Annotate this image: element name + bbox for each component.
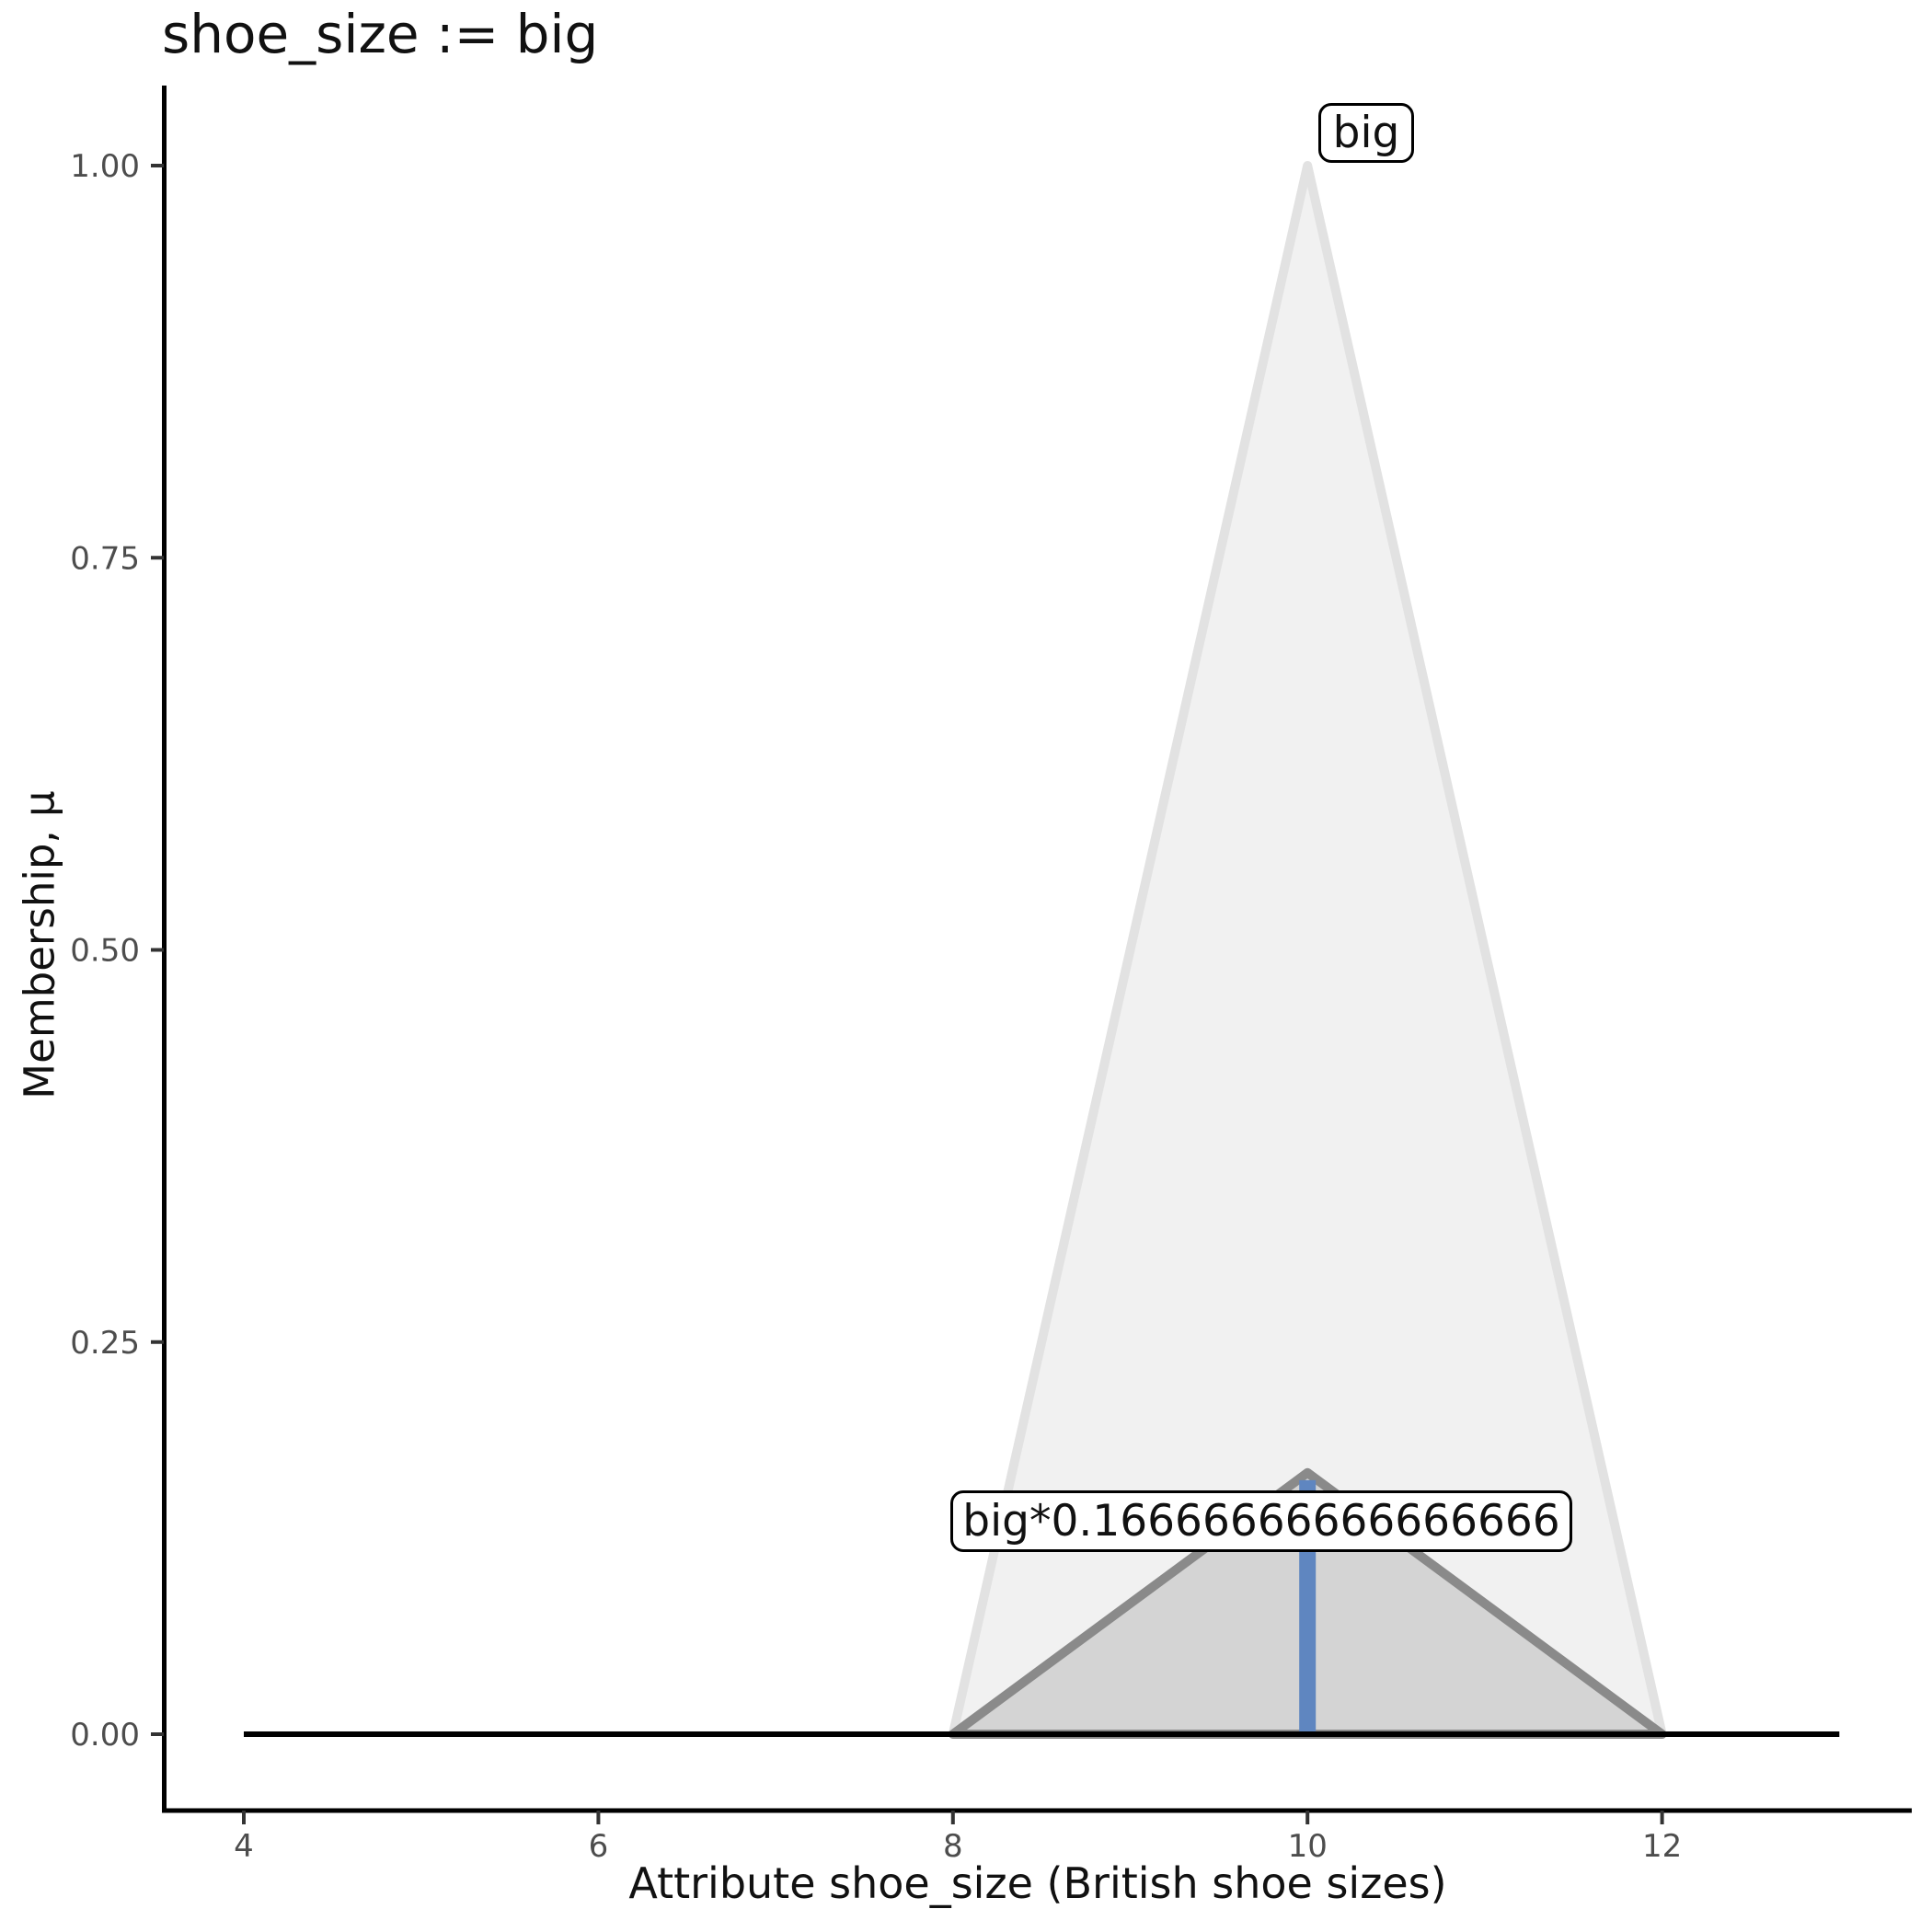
y-tick-label: 1.00 — [70, 148, 140, 185]
scaled-label-box: big*0.16666666666666666 — [950, 1490, 1572, 1552]
x-axis-ticks: 4 6 8 10 12 — [234, 1811, 1682, 1865]
x-tick-label: 12 — [1642, 1828, 1682, 1865]
x-tick-label: 10 — [1288, 1828, 1328, 1865]
peak-label-text: big — [1332, 108, 1400, 158]
y-axis-ticks: 0.00 0.25 0.50 0.75 1.00 — [70, 148, 164, 1754]
y-tick-label: 0.50 — [70, 933, 140, 970]
x-axis-label: Attribute shoe_size (British shoe sizes) — [628, 1858, 1447, 1908]
y-axis-label: Membership, μ — [15, 790, 64, 1099]
y-tick-label: 0.75 — [70, 540, 140, 577]
scaled-label-text: big*0.16666666666666666 — [962, 1496, 1560, 1547]
x-tick-label: 4 — [234, 1828, 254, 1865]
y-tick-label: 0.00 — [70, 1717, 140, 1754]
chart-title: shoe_size := big — [162, 3, 599, 65]
y-tick-label: 0.25 — [70, 1325, 140, 1362]
x-tick-label: 6 — [589, 1828, 609, 1865]
x-tick-label: 8 — [943, 1828, 963, 1865]
peak-label-box: big — [1318, 103, 1414, 163]
